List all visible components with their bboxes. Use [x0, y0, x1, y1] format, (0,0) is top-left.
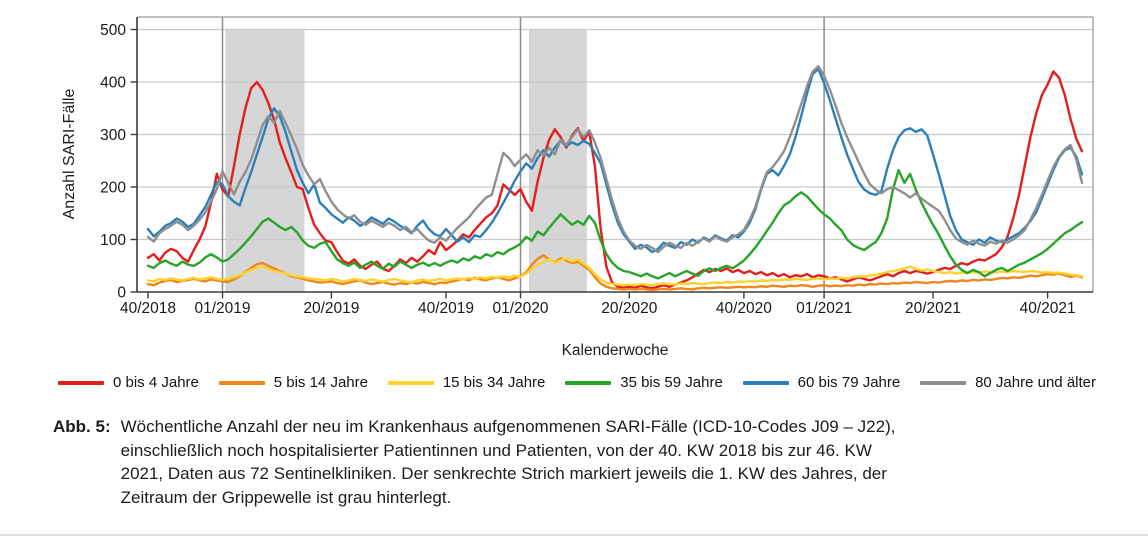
x-tick-label: 40/2020 [716, 300, 772, 317]
y-tick-label: 300 [100, 127, 126, 144]
legend-label: 5 bis 14 Jahre [273, 374, 368, 391]
legend-swatch [58, 380, 104, 385]
caption-line: Wöchentliche Anzahl der neu im Krankenha… [120, 417, 896, 436]
x-tick-label: 20/2020 [601, 300, 657, 317]
y-tick-label: 100 [100, 232, 126, 249]
x-tick-label: 01/2021 [796, 300, 852, 317]
legend-label: 0 bis 4 Jahre [113, 374, 199, 391]
legend-item-3: 15 bis 34 Jahre [387, 374, 546, 391]
caption-label: Abb. 5: [53, 417, 111, 436]
y-axis-title: Anzahl SARI-Fälle [61, 88, 78, 220]
series-line-80-jahre-und-älter [146, 65, 1084, 254]
legend-swatch [218, 380, 265, 385]
x-tick-label: 40/2018 [120, 300, 176, 317]
chart-legend: 0 bis 4 Jahre 5 bis 14 Jahre 15 bis 34 Jah… [0, 374, 1148, 391]
series-line-15-bis-34-jahre [146, 257, 1084, 287]
legend-item-4: 35 bis 59 Jahre [565, 374, 723, 391]
caption-line: 2021, Daten aus 72 Sentinelkliniken. Der… [120, 464, 887, 483]
x-tick-label: 40/2019 [418, 300, 474, 317]
legend-label: 80 Jahre und älter [975, 374, 1096, 391]
x-tick-label: 40/2021 [1020, 300, 1076, 317]
flu-wave-band [225, 29, 305, 292]
y-tick-label: 0 [117, 285, 126, 302]
flu-wave-band [529, 29, 587, 292]
series-line-35-bis-59-jahre [146, 168, 1084, 280]
x-tick-label: 20/2019 [303, 300, 359, 317]
legend-item-1: 0 bis 4 Jahre [58, 374, 199, 391]
caption-text: Wöchentliche Anzahl der neu im Krankenha… [121, 415, 896, 509]
sari-weekly-line-chart: 0 100 200 300 400 500 40/2018 01/2019 20/2019 40/… [100, 16, 1094, 317]
legend-swatch [742, 380, 789, 385]
page-divider [0, 534, 1148, 536]
x-tick-label: 01/2019 [194, 300, 250, 317]
x-tick-label: 20/2021 [905, 300, 961, 317]
series-line-60-bis-79-jahre [146, 67, 1084, 254]
figure-caption: Abb. 5: Wöchentliche Anzahl der neu im K… [53, 415, 1058, 509]
legend-swatch [565, 380, 612, 385]
series-line-5-bis-14-jahre [146, 254, 1084, 292]
caption-line: einschließlich noch hospitalisierter Pat… [120, 440, 872, 460]
caption-line: Zeitraum der Grippewelle ist grau hinter… [120, 487, 452, 507]
legend-swatch [387, 380, 434, 385]
legend-swatch [920, 380, 967, 385]
legend-item-6: 80 Jahre und älter [920, 374, 1096, 391]
x-axis-title: Kalenderwoche [561, 342, 669, 359]
legend-item-5: 60 bis 79 Jahre [742, 374, 901, 391]
y-tick-label: 200 [100, 180, 126, 197]
legend-label: 15 bis 34 Jahre [442, 374, 546, 391]
y-tick-label: 400 [100, 75, 126, 92]
legend-label: 60 bis 79 Jahre [797, 374, 901, 391]
legend-item-2: 5 bis 14 Jahre [218, 374, 368, 391]
legend-label: 35 bis 59 Jahre [620, 374, 723, 391]
x-tick-label: 01/2020 [492, 300, 548, 317]
y-tick-label: 500 [100, 22, 126, 39]
